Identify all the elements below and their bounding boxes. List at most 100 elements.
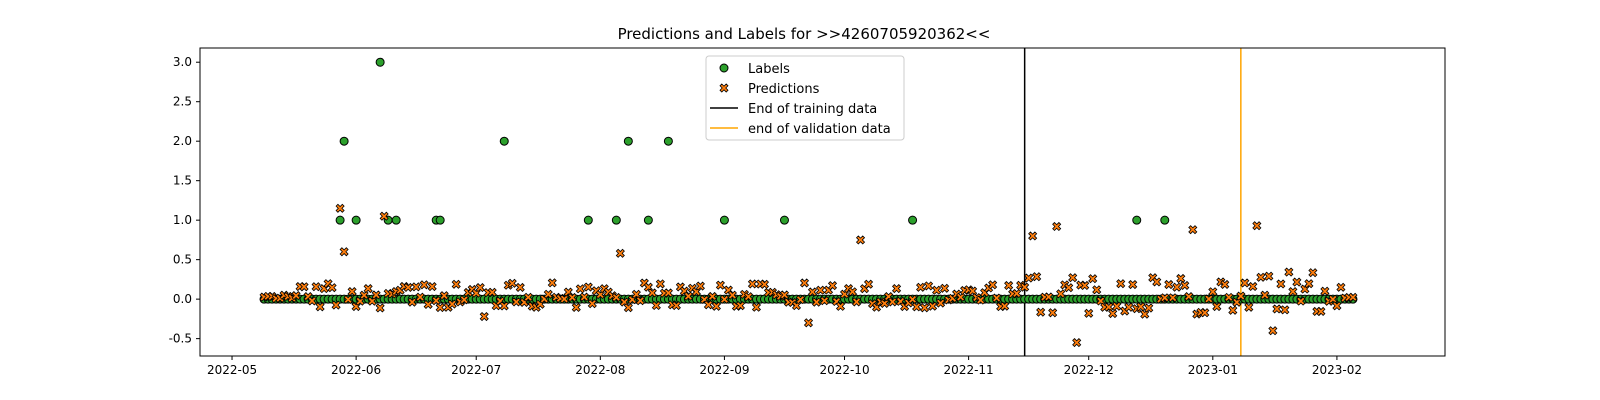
label-point — [339, 136, 349, 146]
prediction-point — [1032, 272, 1042, 282]
prediction-point — [1152, 277, 1162, 287]
prediction-point — [611, 292, 621, 302]
prediction-point — [932, 285, 942, 295]
label-point — [623, 136, 633, 146]
prediction-point — [523, 292, 533, 302]
prediction-point — [1188, 225, 1198, 235]
label-point — [335, 215, 345, 225]
prediction-point — [1168, 293, 1178, 303]
prediction-point — [928, 301, 938, 311]
prediction-point — [515, 282, 525, 292]
prediction-point — [647, 288, 657, 298]
prediction-point — [1224, 292, 1234, 302]
prediction-point — [1260, 290, 1270, 300]
prediction-point — [579, 292, 589, 302]
chart-title: Predictions and Labels for >>42607059203… — [618, 25, 991, 43]
prediction-point — [1292, 277, 1302, 287]
prediction-point — [1248, 281, 1258, 292]
prediction-point — [335, 203, 345, 213]
label-point — [391, 215, 401, 225]
prediction-point — [363, 284, 373, 294]
x-tick-label: 2022-11 — [944, 363, 994, 377]
prediction-point — [1176, 273, 1186, 284]
prediction-point — [1012, 288, 1022, 299]
prediction-point — [1200, 308, 1210, 318]
prediction-point — [855, 235, 866, 245]
prediction-point — [1108, 308, 1118, 319]
prediction-point — [847, 287, 858, 297]
prediction-point — [1144, 303, 1154, 313]
plot-frame — [199, 47, 1446, 357]
prediction-point — [719, 294, 729, 304]
prediction-point — [651, 300, 661, 311]
prediction-point — [711, 301, 721, 311]
y-tick-label: 2.0 — [173, 134, 192, 148]
legend-entry-label: Predictions — [748, 82, 820, 97]
y-axis: -0.5 0.0 0.5 1.0 1.5 2.0 2.5 3.0 — [169, 55, 200, 346]
prediction-point — [571, 302, 581, 312]
prediction-point — [327, 283, 337, 293]
prediction-point — [936, 298, 946, 308]
prediction-point — [447, 299, 457, 309]
label-point — [643, 215, 653, 225]
prediction-point — [1236, 291, 1246, 301]
prediction-point — [1252, 221, 1262, 231]
prediction-point — [940, 283, 950, 293]
legend: Labels Predictions End of training data end… — [705, 55, 905, 141]
prediction-point — [583, 282, 593, 292]
label-point — [908, 215, 918, 225]
prediction-point — [735, 301, 745, 311]
prediction-point — [988, 280, 998, 290]
legend-entry-label: End of training data — [748, 102, 877, 117]
prediction-point — [347, 287, 357, 297]
x-tick-label: 2022-06 — [331, 363, 381, 377]
prediction-point — [1332, 301, 1342, 311]
prediction-point — [803, 318, 814, 328]
prediction-point — [703, 300, 713, 310]
x-tick-label: 2022-05 — [207, 363, 257, 377]
label-point — [499, 136, 509, 146]
prediction-point — [1084, 308, 1094, 318]
prediction-point — [1004, 280, 1014, 291]
prediction-point — [419, 280, 429, 290]
prediction-point — [511, 297, 521, 307]
x-tick-label: 2022-08 — [575, 363, 625, 377]
x-axis: 2022-05 2022-06 2022-07 2022-08 2022-09 2022-… — [207, 356, 1362, 377]
label-point — [1132, 215, 1142, 225]
prediction-point — [411, 282, 421, 292]
prediction-point — [707, 291, 717, 301]
prediction-point — [1028, 231, 1038, 241]
legend-predictions-marker — [719, 83, 729, 93]
prediction-point — [403, 282, 413, 293]
prediction-point — [1160, 293, 1170, 303]
prediction-point — [1348, 292, 1358, 302]
prediction-point — [547, 278, 557, 288]
prediction-point — [815, 285, 826, 295]
prediction-point — [1048, 308, 1058, 318]
prediction-point — [1184, 292, 1194, 302]
legend-box — [705, 55, 905, 141]
prediction-point — [671, 300, 681, 311]
prediction-point — [1296, 296, 1306, 306]
label-point — [1160, 215, 1170, 225]
label-point — [719, 215, 729, 225]
prediction-point — [827, 281, 838, 291]
prediction-point — [1092, 285, 1102, 295]
prediction-point — [1020, 282, 1030, 292]
x-tick-label: 2022-07 — [451, 363, 501, 377]
prediction-point — [835, 301, 846, 311]
prediction-point — [487, 287, 497, 297]
prediction-point — [1116, 279, 1126, 289]
prediction-point — [307, 296, 317, 306]
prediction-point — [423, 299, 433, 310]
prediction-point — [819, 296, 830, 306]
prediction-point — [1284, 267, 1294, 277]
prediction-point — [924, 281, 934, 291]
y-tick-label: 3.0 — [173, 55, 192, 69]
prediction-point — [375, 303, 385, 313]
prediction-point — [587, 299, 597, 309]
prediction-point — [1280, 305, 1290, 315]
prediction-point — [916, 282, 926, 292]
x-tick-label: 2022-09 — [699, 363, 749, 377]
